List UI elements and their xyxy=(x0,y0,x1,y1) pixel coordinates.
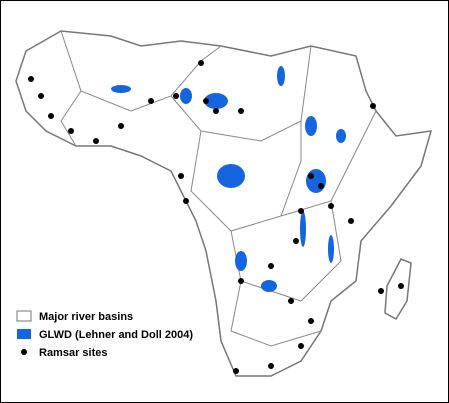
legend-label: Ramsar sites xyxy=(39,347,108,359)
legend-swatch-basin xyxy=(16,310,32,322)
legend: Major river basins GLWD (Lehner and Doll… xyxy=(16,310,193,359)
legend-label: GLWD (Lehner and Doll 2004) xyxy=(39,329,193,341)
continent xyxy=(15,30,433,377)
legend-swatch-glwd xyxy=(17,329,31,339)
ramsar-sites xyxy=(28,60,404,374)
legend-label: Major river basins xyxy=(39,311,133,323)
legend-swatch-ramsar xyxy=(21,349,27,355)
